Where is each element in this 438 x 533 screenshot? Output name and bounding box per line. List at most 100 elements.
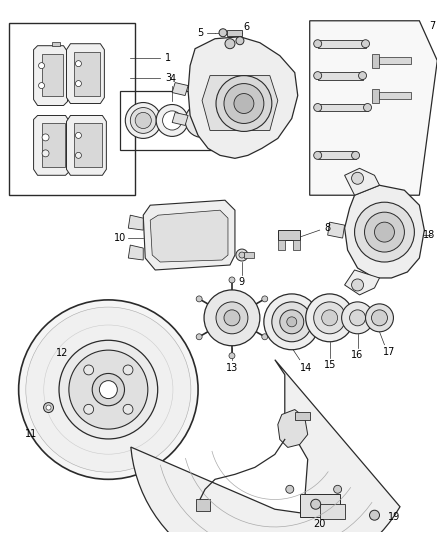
Circle shape — [204, 290, 260, 346]
Polygon shape — [42, 124, 66, 167]
Circle shape — [355, 202, 414, 262]
Circle shape — [84, 365, 94, 375]
Circle shape — [236, 37, 244, 45]
Circle shape — [262, 296, 268, 302]
Circle shape — [224, 84, 264, 124]
Polygon shape — [318, 71, 363, 79]
Circle shape — [162, 111, 182, 130]
Circle shape — [42, 134, 49, 141]
Text: 5: 5 — [197, 28, 203, 38]
Polygon shape — [278, 409, 308, 447]
Circle shape — [216, 76, 272, 132]
Polygon shape — [34, 116, 70, 175]
Polygon shape — [52, 42, 60, 46]
Circle shape — [125, 102, 161, 139]
Circle shape — [69, 350, 148, 429]
Circle shape — [234, 94, 254, 114]
Text: 20: 20 — [314, 519, 326, 529]
Circle shape — [366, 304, 393, 332]
Polygon shape — [328, 222, 345, 238]
Circle shape — [239, 252, 245, 258]
Polygon shape — [188, 37, 298, 158]
Circle shape — [46, 405, 51, 410]
Circle shape — [272, 302, 312, 342]
Circle shape — [311, 499, 321, 509]
Circle shape — [314, 302, 346, 334]
Circle shape — [39, 83, 45, 88]
Circle shape — [131, 108, 156, 133]
Circle shape — [42, 150, 49, 157]
Polygon shape — [74, 124, 102, 167]
Circle shape — [185, 103, 219, 138]
Circle shape — [224, 310, 240, 326]
Circle shape — [264, 294, 320, 350]
Circle shape — [306, 294, 353, 342]
Circle shape — [350, 310, 366, 326]
Polygon shape — [318, 151, 356, 159]
Polygon shape — [196, 499, 210, 511]
Polygon shape — [143, 200, 235, 270]
Text: 9: 9 — [239, 277, 245, 287]
Circle shape — [39, 63, 45, 69]
Polygon shape — [371, 54, 379, 68]
Circle shape — [280, 310, 304, 334]
Circle shape — [287, 317, 297, 327]
Circle shape — [262, 334, 268, 340]
Polygon shape — [131, 360, 400, 533]
Circle shape — [156, 104, 188, 136]
Polygon shape — [345, 270, 379, 295]
Circle shape — [352, 279, 364, 291]
Circle shape — [75, 152, 81, 158]
Polygon shape — [318, 103, 367, 111]
Polygon shape — [318, 40, 366, 47]
Circle shape — [314, 103, 321, 111]
Circle shape — [321, 310, 338, 326]
Circle shape — [361, 40, 370, 47]
Polygon shape — [310, 21, 437, 195]
Circle shape — [43, 402, 53, 413]
Polygon shape — [42, 54, 64, 95]
Circle shape — [352, 172, 364, 184]
Circle shape — [19, 300, 198, 479]
Circle shape — [314, 151, 321, 159]
Polygon shape — [150, 210, 228, 262]
Text: 1: 1 — [165, 53, 171, 63]
Polygon shape — [172, 112, 188, 125]
Circle shape — [370, 510, 379, 520]
Circle shape — [371, 310, 388, 326]
Polygon shape — [202, 76, 278, 131]
Circle shape — [59, 340, 158, 439]
Polygon shape — [67, 116, 106, 175]
Text: 19: 19 — [389, 512, 401, 522]
Circle shape — [334, 486, 342, 493]
Polygon shape — [128, 215, 143, 230]
Text: 18: 18 — [423, 230, 435, 240]
Polygon shape — [371, 88, 379, 102]
Circle shape — [196, 334, 202, 340]
Text: 4: 4 — [169, 74, 175, 84]
Text: 8: 8 — [325, 223, 331, 233]
Text: 16: 16 — [351, 350, 364, 360]
Polygon shape — [172, 83, 188, 95]
Circle shape — [314, 40, 321, 47]
Polygon shape — [278, 240, 285, 250]
Circle shape — [342, 302, 374, 334]
Circle shape — [92, 374, 124, 406]
Polygon shape — [320, 504, 345, 519]
Circle shape — [123, 405, 133, 414]
Text: 11: 11 — [25, 430, 37, 440]
Polygon shape — [74, 52, 100, 95]
Polygon shape — [278, 230, 300, 240]
Circle shape — [196, 296, 202, 302]
Polygon shape — [379, 57, 411, 64]
Polygon shape — [227, 30, 242, 36]
Polygon shape — [293, 240, 300, 250]
Circle shape — [75, 61, 81, 67]
Circle shape — [364, 103, 371, 111]
Circle shape — [364, 212, 404, 252]
Polygon shape — [128, 245, 143, 260]
Text: 17: 17 — [383, 347, 396, 357]
Circle shape — [219, 29, 227, 37]
Circle shape — [236, 249, 248, 261]
Circle shape — [84, 405, 94, 414]
